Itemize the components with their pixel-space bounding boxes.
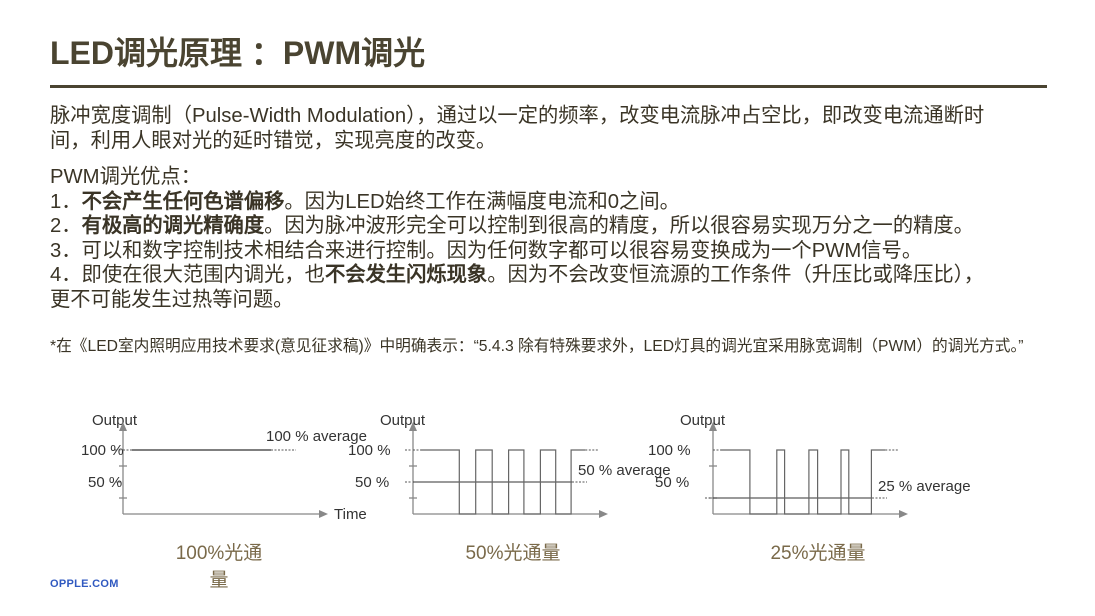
svg-text:50 %: 50 % xyxy=(88,474,122,491)
svg-text:50 %: 50 % xyxy=(655,474,689,491)
svg-text:100 %: 100 % xyxy=(348,442,391,459)
svg-text:25 % average: 25 % average xyxy=(878,478,971,495)
svg-text:100 %: 100 % xyxy=(648,442,691,459)
svg-text:50 %: 50 % xyxy=(355,474,389,491)
svg-text:100 %: 100 % xyxy=(81,442,124,459)
svg-text:Output: Output xyxy=(680,412,726,429)
svg-text:Output: Output xyxy=(92,412,138,429)
svg-text:Output: Output xyxy=(380,412,426,429)
